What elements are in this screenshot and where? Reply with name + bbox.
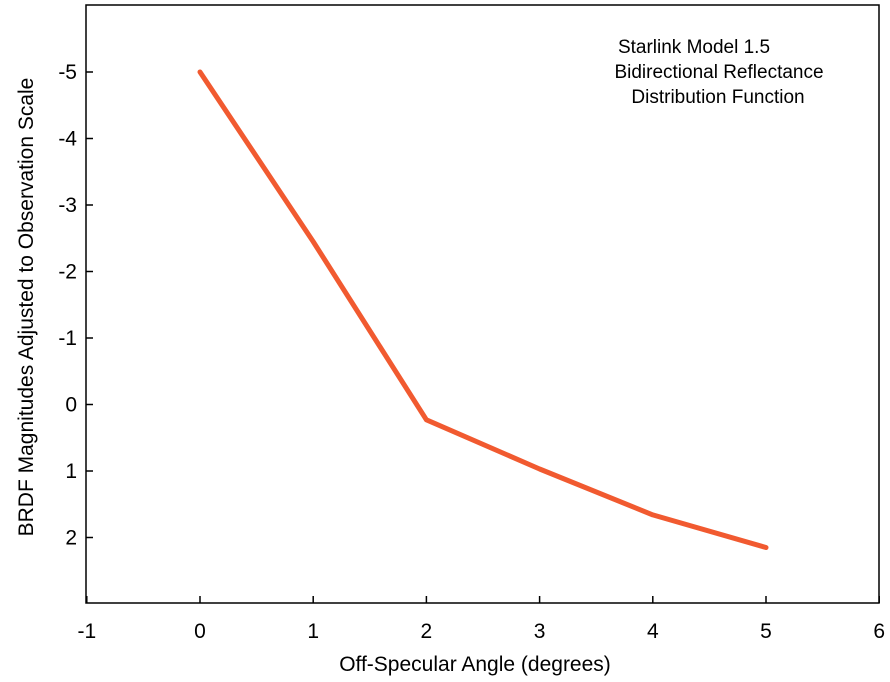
y-tick-label: 1 [65,460,77,483]
y-axis-ticks: -5 -4 -3 -2 -1 0 1 2 [58,61,93,550]
y-tick-label: 2 [65,527,77,550]
x-tick-label: 3 [534,620,546,643]
y-tick-label: 0 [65,394,77,417]
x-tick-label: 0 [194,620,206,643]
y-tick-label: -1 [58,327,77,350]
y-tick-label: -5 [58,61,77,84]
y-tick-label: -4 [58,128,77,151]
chart-title-line: Bidirectional Reflectance [614,62,823,83]
y-tick-label: -3 [58,194,77,217]
series-layer [197,69,769,550]
chart-title: Starlink Model 1.5 Bidirectional Reflecta… [614,37,823,108]
x-tick-label: 2 [421,620,433,643]
x-tick-label: 1 [307,620,319,643]
y-tick-label: -2 [58,261,77,284]
chart-title-line: Starlink Model 1.5 [618,37,770,58]
x-axis-label: Off-Specular Angle (degrees) [339,653,611,676]
y-axis-label: BRDF Magnitudes Adjusted to Observation … [15,78,38,537]
x-axis-ticks: -1 0 1 2 3 4 5 6 [77,596,885,643]
x-tick-label: 5 [760,620,772,643]
x-tick-label: 6 [873,620,885,643]
x-tick-label: 4 [647,620,659,643]
plot-frame [85,4,880,604]
x-tick-label: -1 [77,620,96,643]
chart-title-line: Distribution Function [631,87,804,108]
series-line [197,69,769,550]
